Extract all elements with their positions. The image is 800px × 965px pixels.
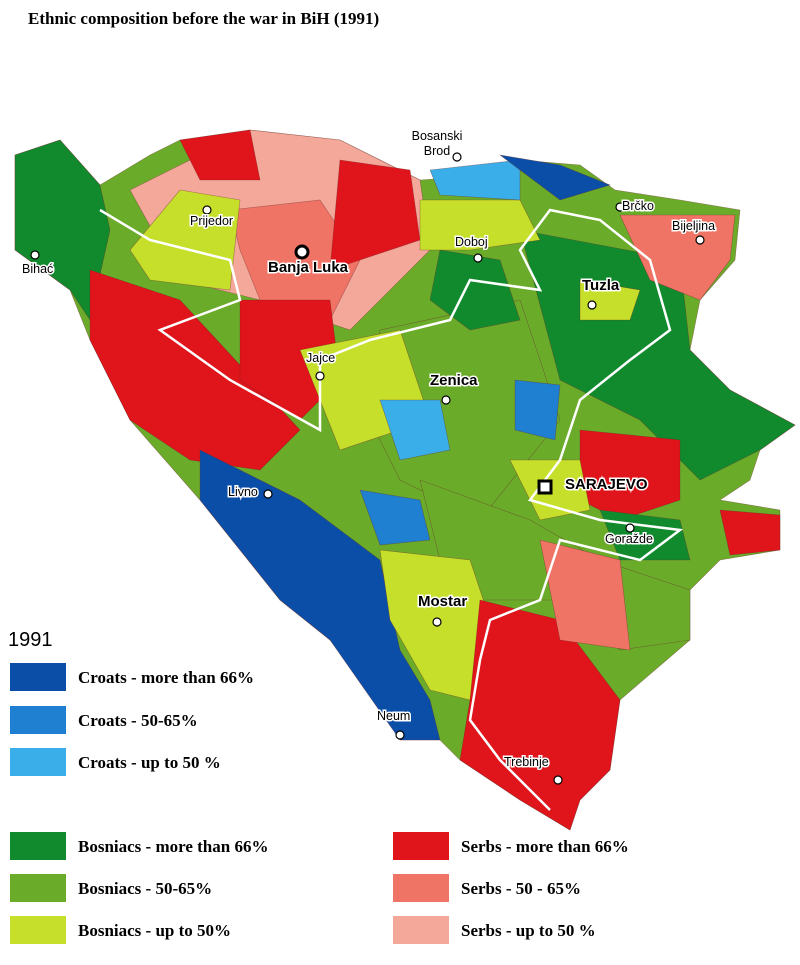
region [514,379,561,441]
legend-label: Bosniacs - up to 50% [78,921,231,940]
region [359,489,431,546]
title: Ethnic composition before the war in BiH… [28,9,379,28]
city-label: Brčko [622,199,654,213]
region [539,539,631,651]
capital-marker [537,479,553,495]
city-marker [452,152,462,162]
legend-swatch [393,832,449,860]
city-marker [615,202,625,212]
city-label: Jajce [306,351,335,365]
legend-swatch [10,874,66,902]
region [379,399,451,461]
legend-swatch [393,874,449,902]
city-label: Neum [377,709,410,723]
city-marker [315,371,325,381]
city-marker [294,244,310,260]
city-marker [695,235,705,245]
region [619,214,736,301]
legend-swatch [10,706,66,734]
city-label: Livno [228,485,258,499]
year-label: 1991 [8,629,53,651]
region [199,449,441,741]
region [499,154,611,201]
city-marker [263,489,273,499]
city-marker [553,775,563,785]
legend-swatch [10,748,66,776]
city-label: Goražde [605,532,653,546]
city-label: Prijedor [190,214,233,228]
city-label: SARAJEVO [565,476,648,493]
entity-line [99,208,684,811]
map [14,129,796,831]
city-marker [202,205,212,215]
city-marker [473,253,483,263]
city-marker [30,250,40,260]
legend-label: Croats - up to 50 % [78,753,221,772]
city-marker [432,617,442,627]
legend-label: Serbs - up to 50 % [461,921,596,940]
region [429,249,521,331]
city-label: Doboj [455,235,488,249]
legend-label: Croats - 50-65% [78,711,198,730]
city-label: Brod [424,144,450,158]
city-marker [395,730,405,740]
city-label: Zenica [430,372,478,389]
legend-swatch [10,663,66,691]
city-marker [441,395,451,405]
legend: Croats - more than 66% Croats - 50-65% Cro… [10,663,629,944]
region [579,279,641,321]
city-marker [625,523,635,533]
city-label: Tuzla [582,277,620,294]
legend-swatch [10,916,66,944]
legend-label: Bosniacs - 50-65% [78,879,212,898]
city-label: Bihać [22,262,53,276]
legend-label: Bosniacs - more than 66% [78,837,268,856]
city-label: Banja Luka [268,259,349,276]
region [179,129,261,181]
legend-swatch [10,832,66,860]
region [419,199,541,251]
legend-label: Serbs - 50 - 65% [461,879,581,898]
city-marker [587,300,597,310]
city-label: Trebinje [504,755,549,769]
city-label: Bosanski [412,129,463,143]
region [459,599,621,831]
city-label: Bijeljina [672,219,715,233]
region [719,509,781,556]
legend-swatch [393,916,449,944]
region [429,159,521,201]
region [129,189,241,291]
legend-label: Serbs - more than 66% [461,837,629,856]
city-label: Mostar [418,593,467,610]
legend-label: Croats - more than 66% [78,668,254,687]
